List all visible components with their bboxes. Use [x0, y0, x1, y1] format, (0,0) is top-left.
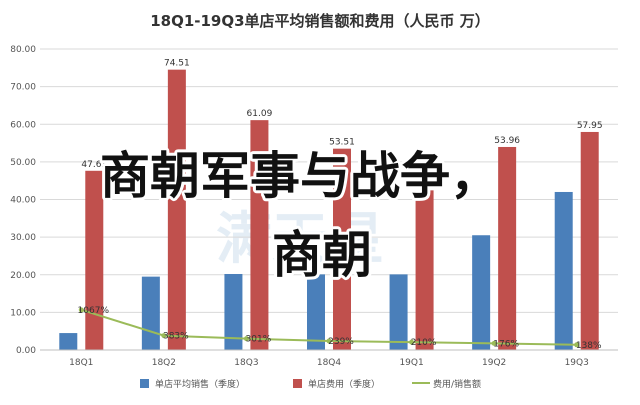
y-tick-label: 50.00 [10, 158, 36, 168]
watermark-text: 满天星 [216, 207, 384, 272]
y-tick-label: 80.00 [10, 45, 36, 55]
legend-label: 费用/销售额 [433, 378, 481, 390]
bar-data-label: 53.96 [494, 136, 520, 146]
bar-data-label: 53.51 [329, 138, 355, 148]
bar-data-label: 61.09 [247, 109, 273, 119]
ratio-point [161, 333, 167, 339]
ratio-data-label: 210% [411, 338, 437, 348]
bar-sales [554, 191, 573, 350]
y-tick-label: 40.00 [10, 196, 36, 206]
y-tick-label: 20.00 [10, 271, 36, 281]
ratio-data-label: 1067% [78, 306, 110, 316]
bar-cost [580, 131, 599, 350]
y-tick-label: 10.00 [10, 308, 36, 318]
legend-label: 单店平均销售（季度） [155, 378, 245, 390]
bar-cost [250, 120, 269, 351]
y-tick-label: 30.00 [10, 233, 36, 243]
x-tick-label: 18Q3 [234, 358, 258, 368]
legend-swatch [140, 379, 149, 388]
ratio-point [78, 307, 84, 313]
ratio-data-label: 383% [163, 332, 189, 342]
ratio-point [491, 340, 497, 346]
bar-data-label: 57.95 [577, 121, 603, 131]
bar-cost [498, 146, 517, 350]
y-tick-label: 0.00 [16, 346, 36, 356]
bar-cost [415, 190, 434, 350]
ratio-data-label: 301% [246, 335, 272, 345]
chart-title: 18Q1-19Q3单店平均销售额和费用（人民币 万） [150, 12, 490, 30]
x-tick-label: 18Q1 [69, 358, 93, 368]
x-tick-label: 19Q1 [399, 358, 423, 368]
overlay-line-1: 商朝军事与战争， [100, 147, 500, 205]
overlay-line-2: 商朝 [272, 226, 372, 284]
ratio-point [409, 339, 415, 345]
overlay-caption: 商朝军事与战争， 商朝 [97, 144, 503, 287]
x-tick-label: 18Q2 [152, 358, 176, 368]
bar-cost [85, 170, 104, 350]
ratio-point [326, 338, 332, 344]
bar-sales [141, 276, 160, 350]
x-tick-label: 18Q4 [317, 358, 342, 368]
bar-sales [307, 274, 325, 350]
x-tick-label: 19Q3 [565, 358, 589, 368]
x-tick-label: 19Q2 [482, 358, 506, 368]
bar-data-label: 42.43 [412, 179, 438, 189]
ratio-data-label: 138% [576, 341, 602, 351]
ratio-point [574, 342, 580, 348]
bar-data-label: 47.63 [81, 160, 107, 170]
bar-sales [389, 274, 408, 350]
ratio-point [243, 336, 249, 342]
bar-sales [224, 273, 243, 350]
ratio-data-label: 239% [328, 337, 354, 347]
bar-sales [472, 235, 491, 350]
ratio-data-label: 176% [493, 339, 519, 349]
y-tick-label: 70.00 [10, 83, 36, 93]
bar-data-label: 74.51 [164, 59, 190, 69]
bar-cost [167, 69, 186, 350]
bar-cost [333, 148, 351, 350]
bar-sales [59, 333, 78, 350]
watermark: 满天星 [216, 207, 384, 272]
legend-swatch [293, 379, 302, 388]
y-tick-label: 60.00 [10, 120, 36, 130]
legend-label: 单店费用（季度） [308, 378, 380, 390]
